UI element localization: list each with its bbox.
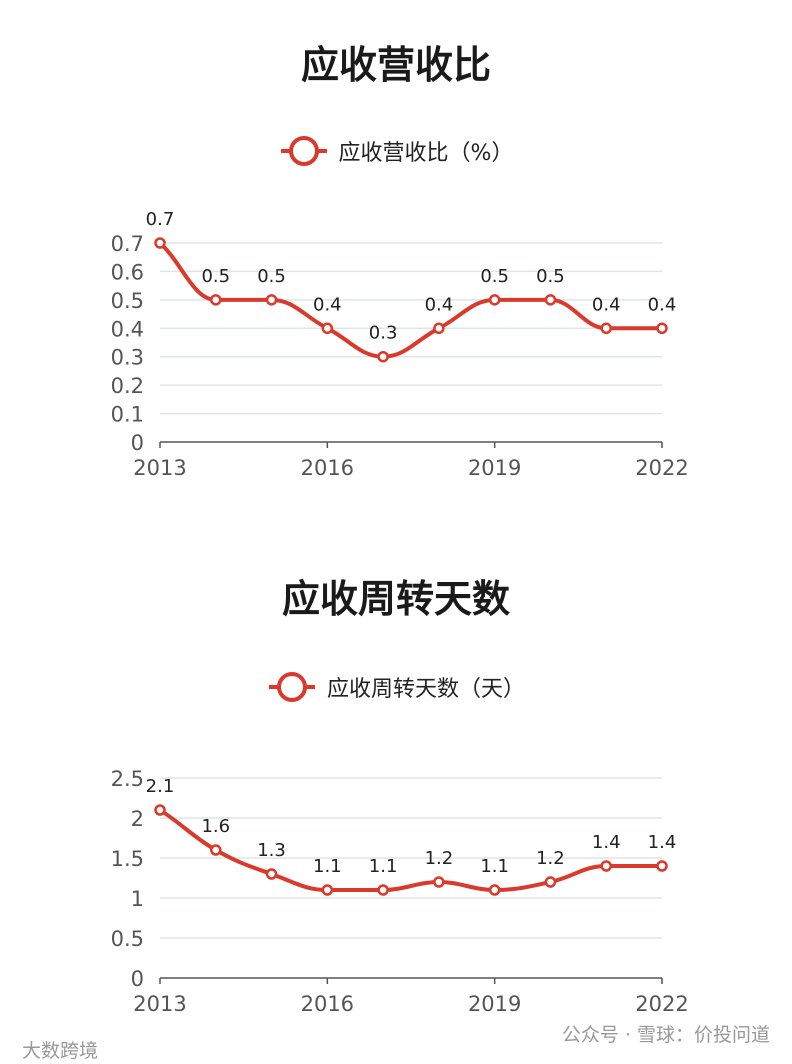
y-tick-label: 0.2 <box>111 374 144 398</box>
data-point <box>656 860 668 872</box>
data-point <box>377 350 389 363</box>
data-point <box>321 322 334 335</box>
y-tick-label: 0.4 <box>111 317 144 341</box>
data-label: 1.1 <box>480 856 509 877</box>
y-tick-label: 2.5 <box>111 767 144 791</box>
x-tick-label: 2016 <box>301 992 354 1016</box>
legend-line-circle-icon <box>268 672 315 702</box>
data-point <box>265 868 278 880</box>
data-label: 0.5 <box>536 266 565 287</box>
x-tick-label: 2013 <box>133 456 186 480</box>
y-tick-label: 1 <box>131 887 144 911</box>
chart1-plot: 0 0.1 0.2 0.3 0.4 0.5 0.6 0.7 2013 2016 2019 2022 0.… <box>111 209 689 480</box>
x-tick-label: 2022 <box>635 456 688 480</box>
data-label: 0.5 <box>480 266 509 287</box>
data-label: 0.5 <box>201 266 230 287</box>
y-tick-label: 1.5 <box>111 847 144 871</box>
data-point <box>600 860 612 872</box>
data-point <box>488 294 501 306</box>
y-tick-label: 0.6 <box>111 260 144 284</box>
series-line <box>158 808 662 892</box>
data-label: 0.4 <box>592 294 621 315</box>
data-label: 1.1 <box>313 856 342 877</box>
chart1-legend-label: 应收营收比（%） <box>338 141 514 166</box>
data-point <box>265 294 278 306</box>
data-point <box>544 876 557 888</box>
data-label: 0.5 <box>257 266 286 287</box>
y-tick-label: 0.5 <box>111 289 144 313</box>
y-tick-label: 0.7 <box>111 232 144 256</box>
chart1-legend[interactable]: 应收营收比（%） <box>0 134 792 168</box>
data-label: 0.3 <box>369 323 398 344</box>
y-tick-label: 0 <box>131 431 144 455</box>
data-label: 1.1 <box>369 856 398 877</box>
x-tick-label: 2016 <box>301 456 354 480</box>
data-label: 1.2 <box>536 848 565 869</box>
chart2-title: 应收周转天数 <box>281 576 510 621</box>
data-point <box>154 804 166 816</box>
data-point <box>210 844 222 856</box>
chart2-legend[interactable]: 应收周转天数（天） <box>0 670 792 704</box>
y-tick-label: 0 <box>131 967 144 991</box>
x-tick-label: 2022 <box>635 992 688 1016</box>
data-point <box>433 876 445 888</box>
data-point <box>321 884 334 896</box>
data-label: 2.1 <box>146 776 175 797</box>
data-label: 1.4 <box>592 832 621 853</box>
data-point <box>488 884 501 896</box>
x-tick-label: 2019 <box>468 456 521 480</box>
watermark-left: 大数跨境 <box>22 1040 99 1062</box>
chart1-title: 应收营收比 <box>300 42 491 87</box>
data-point <box>377 884 389 896</box>
data-label: 1.3 <box>257 840 286 861</box>
data-label: 1.6 <box>201 816 230 837</box>
data-label: 0.7 <box>146 209 175 230</box>
data-label: 1.4 <box>648 832 677 853</box>
series-line <box>158 241 662 359</box>
x-tick-label: 2013 <box>133 992 186 1016</box>
data-label: 0.4 <box>425 294 454 315</box>
data-label: 0.4 <box>313 294 342 315</box>
data-point <box>600 322 612 335</box>
chart2-legend-label: 应收周转天数（天） <box>326 677 525 702</box>
chart2-plot: 0 0.5 1 1.5 2 2.5 2013 2016 2019 2022 2.1 1.6 1.3 1.1… <box>111 767 689 1016</box>
data-label: 1.2 <box>425 848 454 869</box>
data-point <box>210 294 222 306</box>
y-tick-label: 0.3 <box>111 346 144 370</box>
data-point <box>154 237 166 249</box>
data-point <box>656 322 668 335</box>
data-label: 0.4 <box>648 294 677 315</box>
data-point <box>433 322 445 335</box>
legend-line-circle-icon <box>280 136 327 166</box>
y-tick-label: 0.1 <box>111 403 144 427</box>
data-point <box>544 294 557 306</box>
y-tick-label: 2 <box>131 807 144 831</box>
watermark-right: 公众号 · 雪球：价投问道 <box>561 1024 770 1046</box>
y-tick-label: 0.5 <box>111 927 144 951</box>
x-tick-label: 2019 <box>468 992 521 1016</box>
